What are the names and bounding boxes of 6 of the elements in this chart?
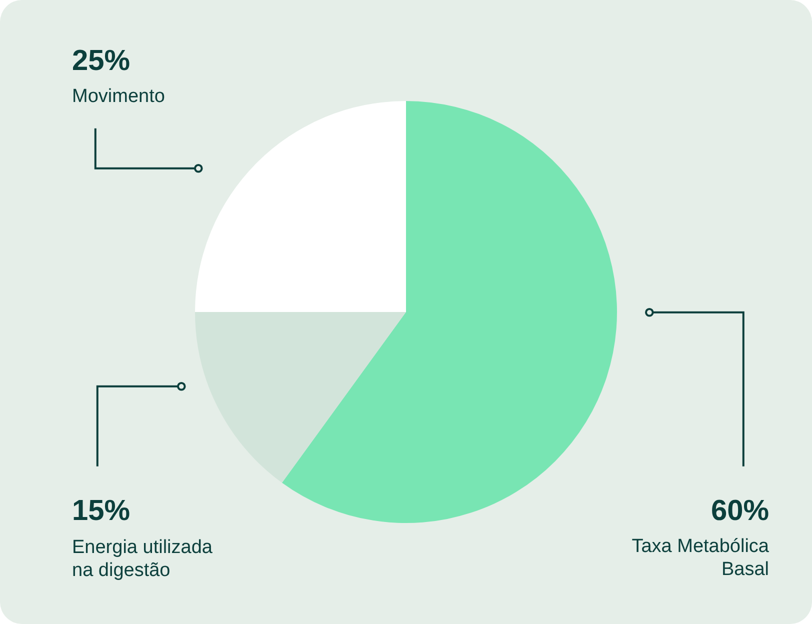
data-label: 60% — [710, 495, 770, 527]
slice-label: Energia utilizada na digestão — [72, 537, 213, 581]
data-label: 15% — [72, 495, 130, 527]
slice-label: Taxa Metabólica Basal — [632, 536, 770, 580]
data-label: 25% — [72, 45, 130, 77]
slice-label: Movimento — [72, 86, 165, 107]
